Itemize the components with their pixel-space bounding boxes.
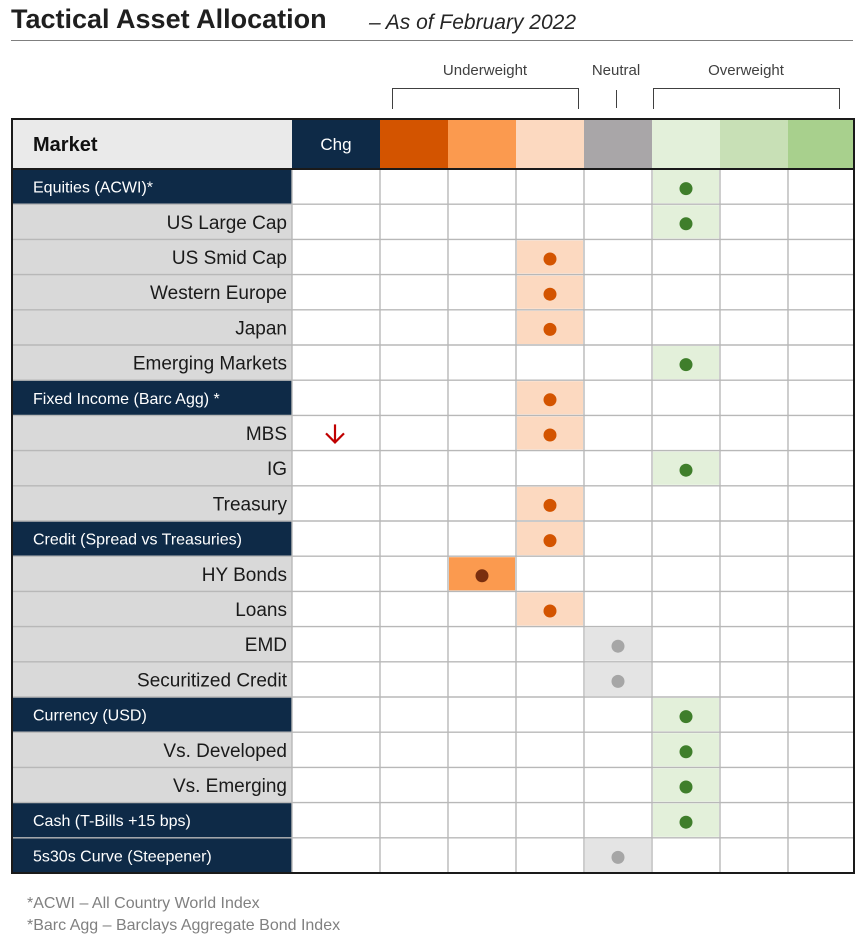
row-label: IG	[267, 459, 287, 480]
row-label: Securitized Credit	[137, 670, 288, 691]
row-label: US Large Cap	[167, 213, 287, 234]
row-label-category: Currency (USD)	[33, 708, 147, 725]
row-label-cell	[12, 697, 292, 733]
allocation-grid-svg: Market Chg Equities (ACWI)* US Large Cap US …	[11, 118, 855, 874]
row-label-cell	[12, 169, 292, 205]
position-dot	[679, 463, 693, 477]
header-chg-label: Chg	[320, 135, 351, 154]
row-label-cell	[12, 415, 292, 451]
grid-frame	[11, 118, 855, 874]
row-label-cell	[12, 345, 292, 381]
neutral-tick	[616, 90, 617, 108]
overweight-label: Overweight	[708, 62, 784, 79]
position-dot	[679, 710, 693, 724]
row-label: Treasury	[213, 494, 288, 515]
position-dot	[543, 534, 557, 548]
row-label-cell	[12, 767, 292, 803]
row-label: Western Europe	[150, 283, 287, 304]
neutral-label: Neutral	[591, 62, 641, 79]
row-label-cell	[12, 450, 292, 486]
scale-swatch-3	[788, 119, 855, 169]
row-label-cell	[12, 485, 292, 521]
row-label-cell	[12, 274, 292, 310]
row-label-cell	[12, 380, 292, 416]
scale-swatch--3	[380, 119, 448, 169]
row-label-cell	[12, 732, 292, 768]
overweight-bracket	[653, 88, 840, 109]
row-label-cell	[12, 626, 292, 662]
scale-swatch-1	[652, 119, 720, 169]
position-dot	[611, 674, 625, 688]
row-label: EMD	[245, 635, 287, 656]
position-dot	[543, 322, 557, 336]
header-market-cell	[12, 119, 292, 169]
row-label: Japan	[235, 318, 287, 339]
footnote-barc-agg: *Barc Agg – Barclays Aggregate Bond Inde…	[27, 917, 341, 934]
page-title: Tactical Asset Allocation	[11, 4, 327, 34]
allocation-grid: Market Chg Equities (ACWI)* US Large Cap US …	[11, 118, 855, 874]
scale-swatch--2	[448, 119, 516, 169]
change-down-arrow-icon	[325, 432, 345, 444]
header-chg-cell	[292, 119, 380, 169]
row-label-cell	[12, 661, 292, 697]
header-market-label: Market	[33, 134, 98, 156]
row-label: Vs. Developed	[163, 741, 287, 762]
position-dot	[543, 498, 557, 512]
scale-swatch-0	[584, 119, 652, 169]
position-dot	[611, 639, 625, 653]
row-label: Loans	[235, 600, 287, 621]
position-dot	[679, 780, 693, 794]
position-dot	[475, 569, 489, 583]
row-label-category: Fixed Income (Barc Agg) *	[33, 391, 220, 408]
row-label-cell	[12, 239, 292, 275]
row-label-category: Cash (T-Bills +15 bps)	[33, 813, 191, 830]
position-dot	[543, 287, 557, 301]
row-label-cell	[12, 802, 292, 838]
row-label-cell	[12, 309, 292, 345]
position-dot	[679, 182, 693, 196]
row-label-cell	[12, 521, 292, 557]
position-dot	[543, 428, 557, 442]
row-label-category: 5s30s Curve (Steepener)	[33, 848, 212, 865]
position-dot	[679, 745, 693, 759]
title-bar: Tactical Asset Allocation – As of Februa…	[11, 2, 853, 41]
row-label-cell	[12, 556, 292, 592]
scale-swatch--1	[516, 119, 584, 169]
row-label: Vs. Emerging	[173, 776, 287, 797]
position-dot	[679, 358, 693, 372]
row-label: HY Bonds	[202, 565, 287, 586]
underweight-bracket	[392, 88, 579, 109]
row-label-cell	[12, 204, 292, 240]
row-label: Emerging Markets	[133, 354, 287, 375]
scale-swatch-2	[720, 119, 788, 169]
underweight-label: Underweight	[442, 62, 528, 79]
position-dot	[543, 393, 557, 407]
footnote-acwi: *ACWI – All Country World Index	[27, 895, 260, 912]
position-dot	[679, 815, 693, 829]
row-label-cell	[12, 591, 292, 627]
page-subtitle: – As of February 2022	[369, 11, 577, 34]
row-label-category: Equities (ACWI)*	[33, 180, 153, 197]
position-dot	[543, 604, 557, 618]
position-dot	[543, 252, 557, 266]
position-dot	[611, 850, 625, 864]
row-label: MBS	[246, 424, 287, 445]
position-dot	[679, 217, 693, 231]
row-label-cell	[12, 837, 292, 873]
row-label: US Smid Cap	[172, 248, 287, 269]
row-label-category: Credit (Spread vs Treasuries)	[33, 532, 242, 549]
